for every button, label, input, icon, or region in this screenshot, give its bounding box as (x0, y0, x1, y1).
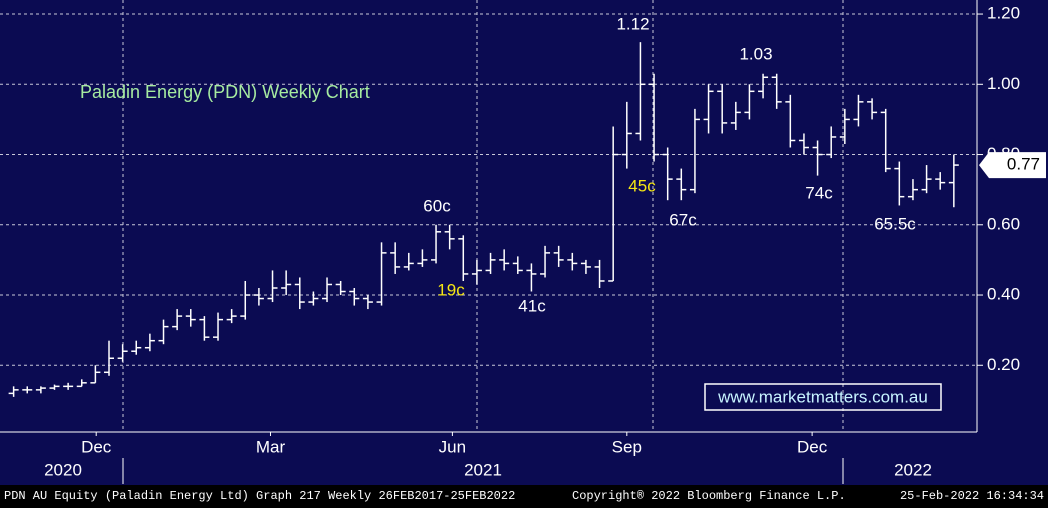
annotation: 60c (423, 196, 451, 215)
year-label: 2022 (894, 460, 932, 479)
x-tick-label: Dec (81, 437, 112, 456)
x-tick-label: Sep (612, 437, 642, 456)
footer-text: PDN AU Equity (Paladin Energy Ltd) Graph… (4, 489, 515, 503)
x-tick-label: Jun (439, 437, 466, 456)
source-box (704, 383, 942, 411)
x-tick-label: Mar (256, 437, 286, 456)
annotation: 19c (437, 280, 465, 299)
annotation: 1.03 (739, 44, 772, 63)
annotation: 74c (805, 183, 833, 202)
annotation: 41c (518, 296, 546, 315)
y-tick-label: 0.20 (987, 355, 1020, 374)
footer-text: 25-Feb-2022 16:34:34 (900, 489, 1044, 503)
year-label: 2021 (464, 460, 502, 479)
y-tick-label: 1.20 (987, 4, 1020, 23)
annotation: 1.12 (616, 14, 649, 33)
year-label: 2020 (44, 460, 82, 479)
annotation: 67c (669, 210, 697, 229)
last-price-label: 0.77 (1007, 155, 1040, 174)
footer-band (0, 485, 1048, 508)
source: www.marketmatters.com.au (717, 387, 928, 406)
plot (0, 13, 977, 397)
annotation: 65.5c (874, 214, 916, 233)
y-tick-label: 0.40 (987, 285, 1020, 304)
y-tick-label: 0.60 (987, 214, 1020, 233)
x-tick-label: Dec (797, 437, 828, 456)
annotation: 45c (628, 176, 656, 195)
last-price-tag (979, 152, 1046, 179)
y-tick-label: 1.00 (987, 74, 1020, 93)
footer-text: Copyright® 2022 Bloomberg Finance L.P. (572, 489, 846, 503)
chart-title: Paladin Energy (PDN) Weekly Chart (80, 82, 370, 102)
